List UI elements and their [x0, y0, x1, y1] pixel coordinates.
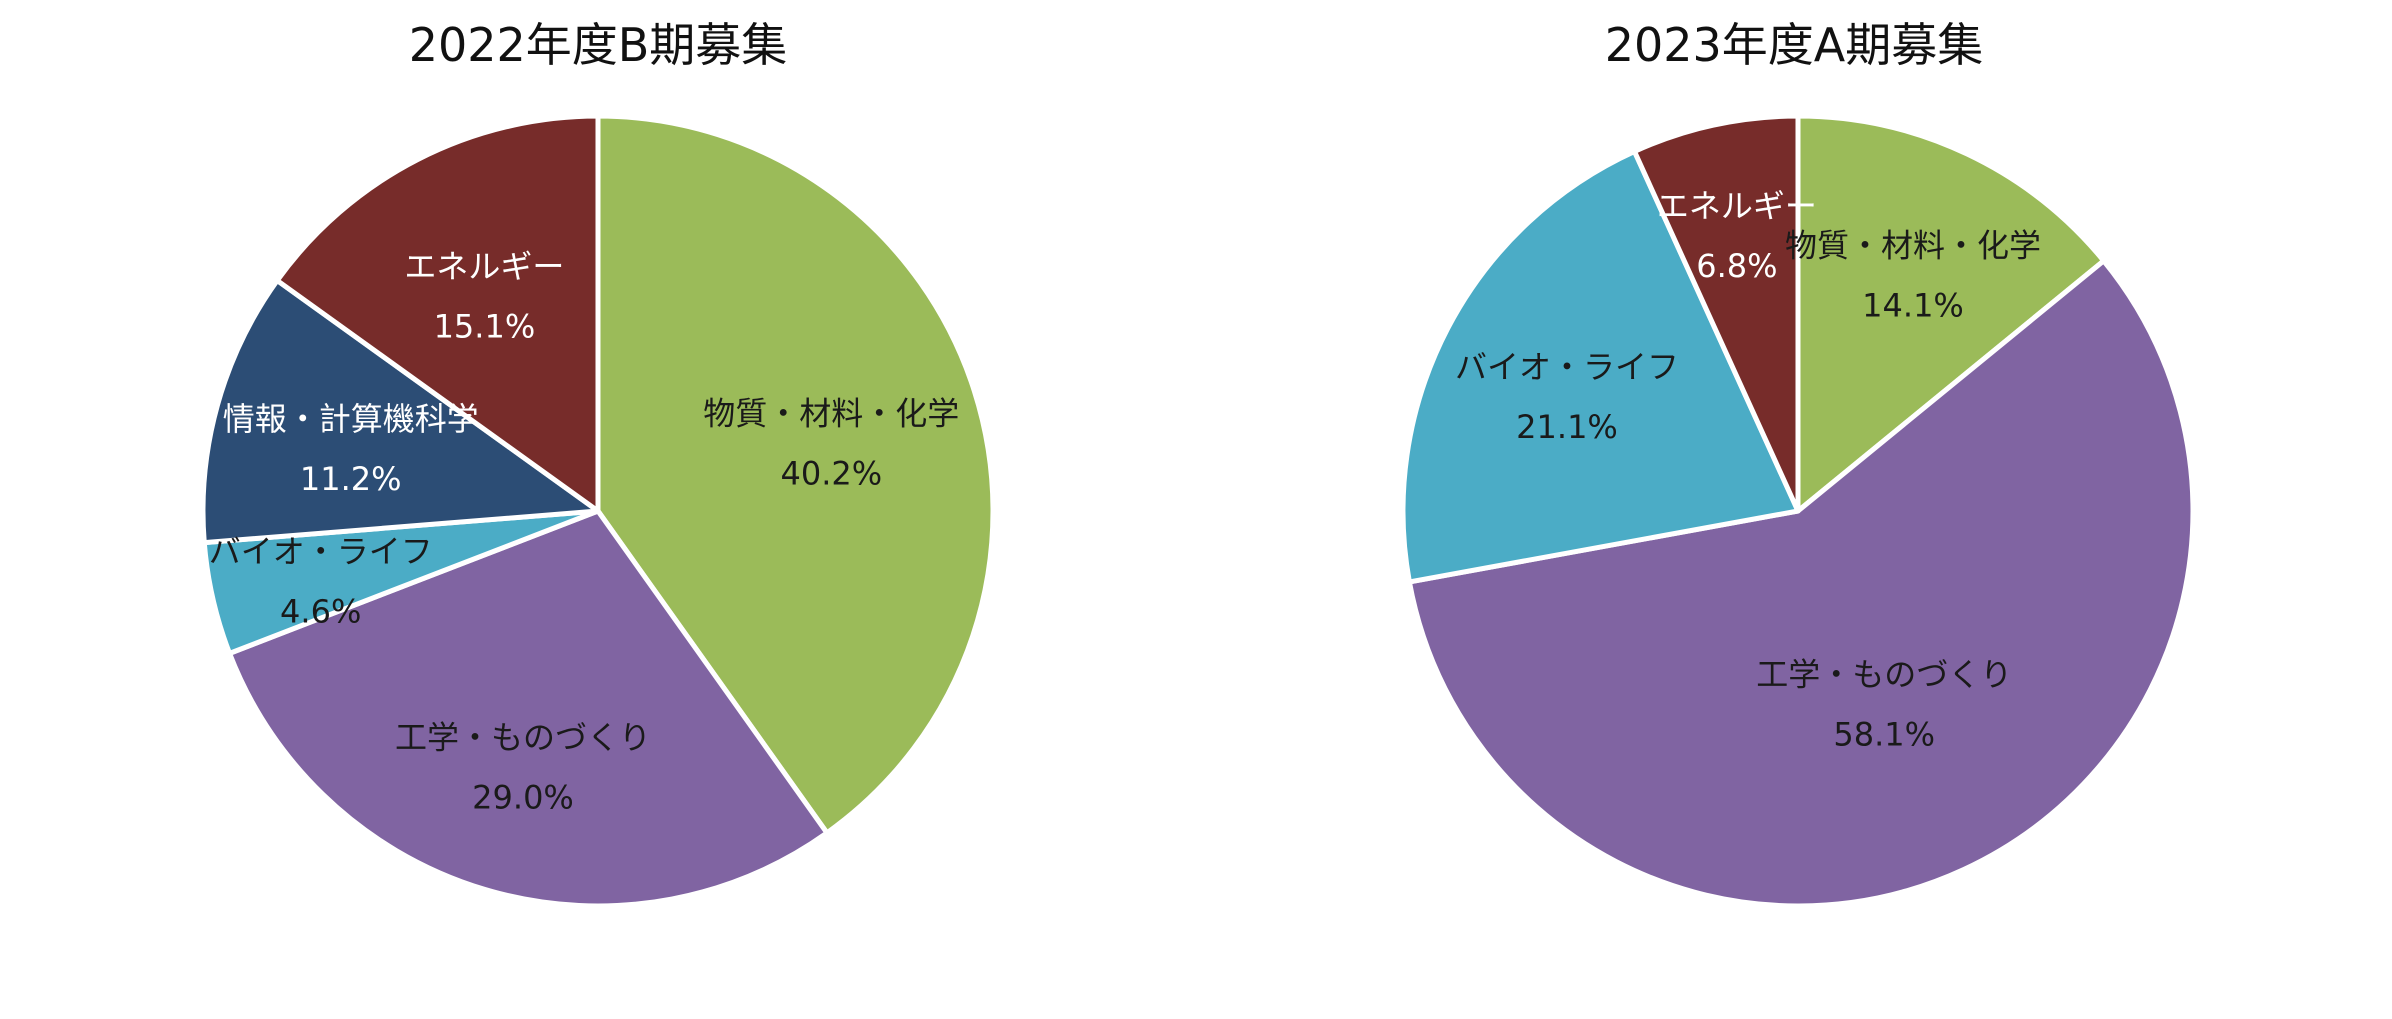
pie-slice — [1631, 113, 1801, 514]
pie-slice — [1795, 113, 2107, 514]
slice-value-label: 29.0% — [472, 779, 574, 817]
pie-slice — [227, 508, 830, 909]
pie-slice — [200, 278, 601, 546]
chart-title: 2023年度A期募集 — [1604, 18, 1984, 72]
pie-chart-2023-a: 2023年度A期募集 物質・材料・化学 14.1% 工学・ものづくり 58.1% バイオ… — [1196, 0, 2392, 1019]
slice-category-label: バイオ・ライフ — [1455, 348, 1679, 386]
pie-svg: 物質・材料・化学 14.1% 工学・ものづくり 58.1% バイオ・ライフ 21.1% エネ… — [1400, 113, 2196, 909]
slice-value-label: 11.2% — [300, 460, 402, 498]
slice-category-label: バイオ・ライフ — [209, 532, 433, 570]
slice-value-label: 15.1% — [434, 308, 536, 346]
pie-slice — [1400, 148, 1801, 585]
slice-category-label: 情報・計算機科学 — [223, 400, 479, 438]
pie-chart-2022-b: 2022年度B期募集 物質・材料・化学 40.2% 工学・ものづくり 29.0% バイオ… — [200, 18, 996, 909]
slice-value-label: 6.8% — [1696, 247, 1777, 285]
slice-value-label: 14.1% — [1862, 286, 1964, 324]
slice-value-label: 4.6% — [280, 592, 361, 630]
slice-value-label: 21.1% — [1516, 408, 1618, 446]
slice-category-label: 工学・ものづくり — [1756, 655, 2012, 693]
pie-slice — [274, 113, 601, 514]
slice-category-label: エネルギー — [404, 248, 564, 286]
pie-slice — [595, 113, 996, 836]
slice-category-label: エネルギー — [1657, 187, 1817, 225]
pie-svg: 物質・材料・化学 40.2% 工学・ものづくり 29.0% バイオ・ライフ 4.6% 情報・… — [200, 113, 996, 909]
slice-category-label: 物質・材料・化学 — [1785, 226, 2041, 264]
slice-value-label: 58.1% — [1833, 715, 1935, 753]
slice-value-label: 40.2% — [780, 455, 882, 493]
slice-category-label: 物質・材料・化学 — [703, 395, 959, 433]
chart-title: 2022年度B期募集 — [408, 18, 788, 72]
pie-slice — [1406, 258, 2196, 909]
slice-category-label: 工学・ものづくり — [395, 719, 651, 757]
